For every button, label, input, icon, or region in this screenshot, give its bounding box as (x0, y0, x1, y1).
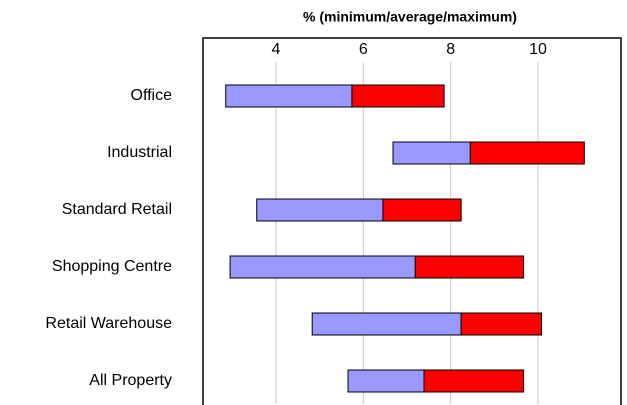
bar-high (382, 198, 462, 222)
bar-high (414, 255, 525, 279)
y-tick-label: Standard Retail (62, 201, 172, 218)
bar-high (423, 369, 525, 393)
bar-high (351, 84, 445, 108)
bar-low (256, 198, 384, 222)
bar-low (229, 255, 416, 279)
y-tick-label: Retail Warehouse (45, 315, 172, 332)
y-tick-label: Office (131, 87, 173, 104)
bar-low (347, 369, 425, 393)
x-tick-label: 10 (529, 41, 547, 58)
x-tick-label: 6 (359, 41, 368, 58)
plot-frame (202, 37, 622, 405)
bar-low (392, 141, 471, 165)
bar-high (469, 141, 585, 165)
x-tick-label: 8 (446, 41, 455, 58)
chart-title: % (minimum/average/maximum) (303, 9, 517, 25)
y-tick-label: Shopping Centre (52, 258, 172, 275)
bar-low (311, 312, 462, 336)
bar-low (225, 84, 353, 108)
bar-high (460, 312, 543, 336)
y-tick-label: Industrial (107, 144, 172, 161)
x-tick-label: 4 (271, 41, 280, 58)
y-tick-label: All Property (89, 372, 172, 389)
